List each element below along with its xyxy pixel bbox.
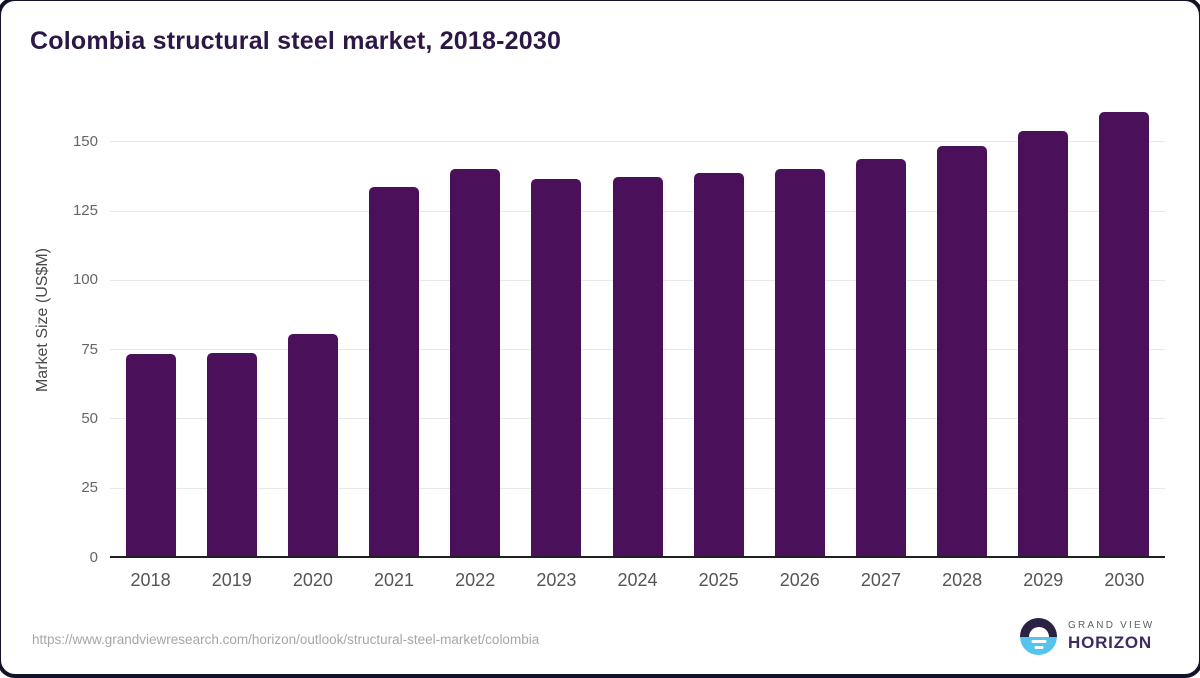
x-tick-label: 2024 — [617, 570, 658, 590]
bar-2023 — [531, 179, 582, 557]
y-tick-label: 25 — [81, 479, 98, 497]
horizon-sunset-icon — [1020, 618, 1057, 655]
bar-2021 — [369, 187, 420, 557]
bar-2029 — [1018, 131, 1069, 557]
bar-2024 — [612, 177, 663, 557]
y-tick-label: 75 — [81, 340, 98, 358]
x-tick-label: 2027 — [860, 570, 901, 590]
bar-2028 — [937, 145, 988, 557]
y-axis-title: Market Size (US$M) — [34, 247, 51, 393]
x-tick-label: 2029 — [1023, 570, 1064, 590]
x-tick-label: 2023 — [536, 570, 577, 590]
x-tick-label: 2022 — [455, 570, 496, 590]
y-tick-label: 50 — [81, 409, 98, 427]
bar-2030 — [1099, 112, 1150, 557]
bar-2019 — [206, 352, 257, 557]
x-tick-label: 2025 — [698, 570, 739, 590]
logo-brand-bottom: HORIZON — [1068, 633, 1152, 652]
logo-wordmark: GRAND VIEW HORIZON — [1068, 620, 1154, 653]
x-tick-label: 2019 — [211, 570, 252, 590]
bar-2026 — [774, 169, 825, 557]
x-tick-label: 2020 — [292, 570, 333, 590]
icon-ripple-line — [1034, 646, 1043, 649]
x-axis-line — [110, 556, 1165, 558]
icon-sun-dome — [1028, 626, 1049, 637]
chart-title: Colombia structural steel market, 2018-2… — [30, 27, 562, 55]
logo-brand-top: GRAND VIEW — [1068, 620, 1155, 631]
bar-2022 — [450, 169, 501, 557]
bar-2025 — [693, 173, 744, 557]
y-tick-label: 125 — [72, 202, 98, 219]
x-tick-label: 2026 — [779, 570, 820, 590]
x-tick-label: 2028 — [942, 570, 983, 590]
grand-view-horizon-logo: GRAND VIEW HORIZON — [1020, 618, 1154, 655]
icon-sea-half — [1020, 636, 1057, 655]
gridline — [110, 141, 1165, 143]
icon-ripple-line — [1031, 640, 1046, 643]
y-tick-label: 100 — [72, 271, 98, 289]
bar-2018 — [125, 353, 176, 557]
bar-2027 — [855, 158, 906, 557]
x-tick-label: 2021 — [374, 570, 415, 590]
x-tick-label: 2030 — [1104, 570, 1145, 590]
y-tick-label: 150 — [72, 132, 98, 150]
source-url-text: https://www.grandviewresearch.com/horizo… — [32, 632, 540, 647]
bar-2020 — [287, 333, 338, 557]
x-tick-label: 2018 — [130, 570, 171, 590]
y-tick-label: 0 — [89, 548, 98, 566]
